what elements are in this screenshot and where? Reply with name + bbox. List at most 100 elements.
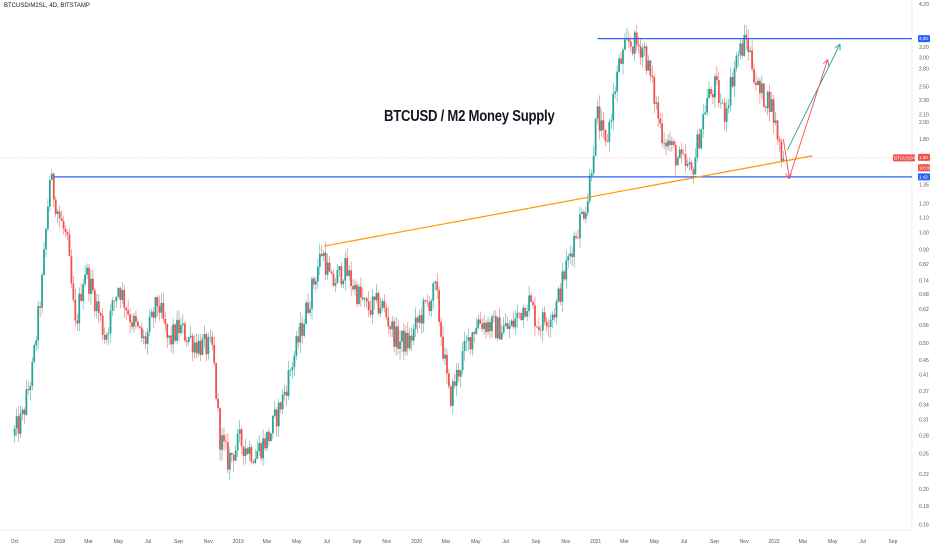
candle-body xyxy=(622,49,624,64)
candle xyxy=(287,360,290,400)
candle-body xyxy=(555,301,558,318)
candle xyxy=(322,249,325,262)
price-tag-bg xyxy=(918,164,930,172)
candle xyxy=(420,307,423,334)
candle xyxy=(418,310,421,329)
candle xyxy=(158,295,161,321)
candle xyxy=(383,294,386,313)
candle-body xyxy=(311,278,313,309)
candle xyxy=(187,336,190,346)
candle-body xyxy=(203,334,206,339)
candle-body xyxy=(246,448,249,454)
candle xyxy=(137,318,139,328)
candle xyxy=(256,440,259,460)
candle xyxy=(743,24,746,57)
candle-body xyxy=(489,322,491,332)
candle xyxy=(250,444,253,465)
candle xyxy=(404,325,407,356)
candle-body xyxy=(455,369,458,386)
candle-body xyxy=(770,99,773,112)
candle xyxy=(608,118,611,153)
candle xyxy=(534,296,536,337)
candle-body xyxy=(90,278,92,294)
candle-body xyxy=(273,409,276,416)
candle xyxy=(504,313,507,328)
time-tick-label: Jul xyxy=(681,539,687,545)
price-tick-label: 0.74 xyxy=(919,279,929,285)
candle xyxy=(189,325,192,340)
candle-body xyxy=(252,461,255,463)
candle-body xyxy=(618,58,620,72)
candle-body xyxy=(52,173,55,200)
candle-body xyxy=(330,271,333,274)
candle xyxy=(354,279,356,296)
candle-body xyxy=(160,302,163,313)
candle-body xyxy=(369,310,372,315)
candle xyxy=(547,318,550,338)
time-tick-label: 2021 xyxy=(590,539,601,545)
candle xyxy=(768,84,771,123)
candle xyxy=(258,435,261,456)
candle-body xyxy=(268,431,270,442)
candle xyxy=(680,142,683,164)
candle xyxy=(201,334,204,356)
candle-body xyxy=(457,369,460,377)
candle-body xyxy=(27,389,30,391)
candle-body xyxy=(43,249,45,275)
candle xyxy=(172,318,175,355)
candle-body xyxy=(759,80,761,94)
candle xyxy=(766,90,769,116)
candle-body xyxy=(189,335,192,338)
candle-body xyxy=(352,285,354,290)
candle-body xyxy=(50,173,53,180)
candle xyxy=(561,262,564,313)
candle-body xyxy=(485,322,487,332)
candle-body xyxy=(295,336,298,356)
candle xyxy=(639,38,642,65)
candle-body xyxy=(643,46,646,49)
candle-body xyxy=(58,211,61,219)
candle xyxy=(307,293,309,315)
candle-body xyxy=(39,306,41,308)
candle-body xyxy=(193,342,196,353)
candle xyxy=(436,273,439,300)
price-tag-label: 1.60 xyxy=(919,155,928,160)
candle-body xyxy=(655,102,658,104)
candle-body xyxy=(181,323,184,326)
candle xyxy=(416,315,419,334)
candle-body xyxy=(410,335,413,341)
candle xyxy=(217,393,219,412)
candle-body xyxy=(481,323,484,329)
candle-body xyxy=(741,43,744,56)
candle xyxy=(537,317,540,336)
candle xyxy=(649,60,652,82)
candle-body xyxy=(502,325,505,333)
price-tick-label: 1.00 xyxy=(919,231,929,237)
price-tag-label: BTCUSD/M2SL xyxy=(894,155,926,160)
candle xyxy=(665,138,667,156)
candle-body xyxy=(117,287,120,297)
candle-body xyxy=(162,302,165,320)
candle-body xyxy=(377,292,380,314)
candle xyxy=(657,95,660,128)
candle xyxy=(350,261,353,297)
candle xyxy=(391,315,394,338)
price-tick-label: 2.80 xyxy=(919,66,929,72)
candle-body xyxy=(536,326,538,328)
candle-body xyxy=(565,260,568,280)
candle-body xyxy=(195,342,198,354)
candle-body xyxy=(82,284,85,301)
bullish-scenario-arrow xyxy=(786,45,839,151)
candle xyxy=(125,306,128,321)
candle xyxy=(633,30,636,61)
candle xyxy=(289,368,292,377)
candle-body xyxy=(483,322,486,329)
candle-body xyxy=(530,295,532,302)
candle xyxy=(346,248,349,277)
candle xyxy=(516,304,519,329)
candle xyxy=(688,157,691,171)
candle xyxy=(618,53,620,74)
rebound-arrow xyxy=(788,60,827,179)
candle-body xyxy=(573,236,575,257)
